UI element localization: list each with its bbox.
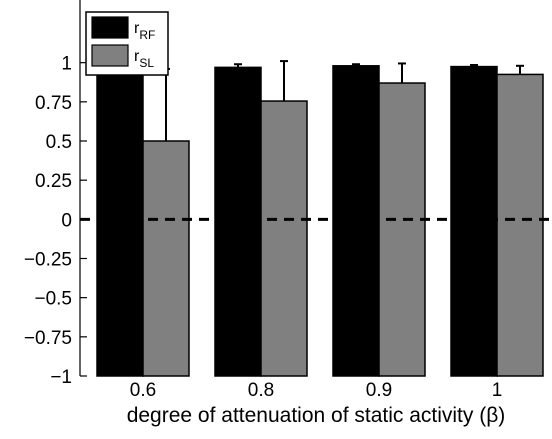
x-axis-label: degree of attenuation of static activity…: [127, 404, 506, 427]
bar-rf-0.9: [332, 65, 380, 377]
y-tick-label: −0.25: [24, 250, 72, 271]
y-tick-label: −1: [50, 367, 72, 388]
bar-sl-0.6: [142, 140, 190, 377]
legend: rRF rSL: [85, 11, 169, 76]
legend-swatch-sl: [91, 44, 129, 67]
y-tick-label: −0.5: [34, 289, 72, 310]
bar-rf-0.8: [214, 66, 262, 377]
x-tick-label: 0.8: [248, 380, 274, 401]
bar-rf-0.6: [96, 70, 144, 377]
bar-sl-1: [496, 73, 544, 377]
legend-swatch-rf: [91, 16, 129, 39]
y-tick-label: 1: [61, 54, 72, 75]
legend-label-rf: rRF: [134, 20, 155, 42]
x-tick-label: 0.9: [366, 380, 392, 401]
bar-sl-0.8: [260, 100, 308, 377]
y-tick-label: 0.5: [46, 132, 72, 153]
y-tick-label: 0.75: [35, 93, 72, 114]
bar-sl-0.9: [378, 82, 426, 377]
x-tick-label: 1: [492, 380, 503, 401]
legend-label-sl: rSL: [134, 48, 154, 70]
x-tick-label: 0.6: [130, 380, 156, 401]
bars-group: [96, 60, 544, 377]
bar-rf-1: [450, 65, 498, 377]
y-tick-label: 0.25: [35, 171, 72, 192]
y-tick-label: 0: [61, 210, 72, 231]
y-tick-label: −0.75: [24, 328, 72, 349]
y-axis-ticks: −1 −0.75 −0.5 −0.25 0 0.25 0.5 0.75 1: [24, 54, 87, 388]
x-tick-labels: 0.6 0.8 0.9 1: [130, 380, 503, 401]
